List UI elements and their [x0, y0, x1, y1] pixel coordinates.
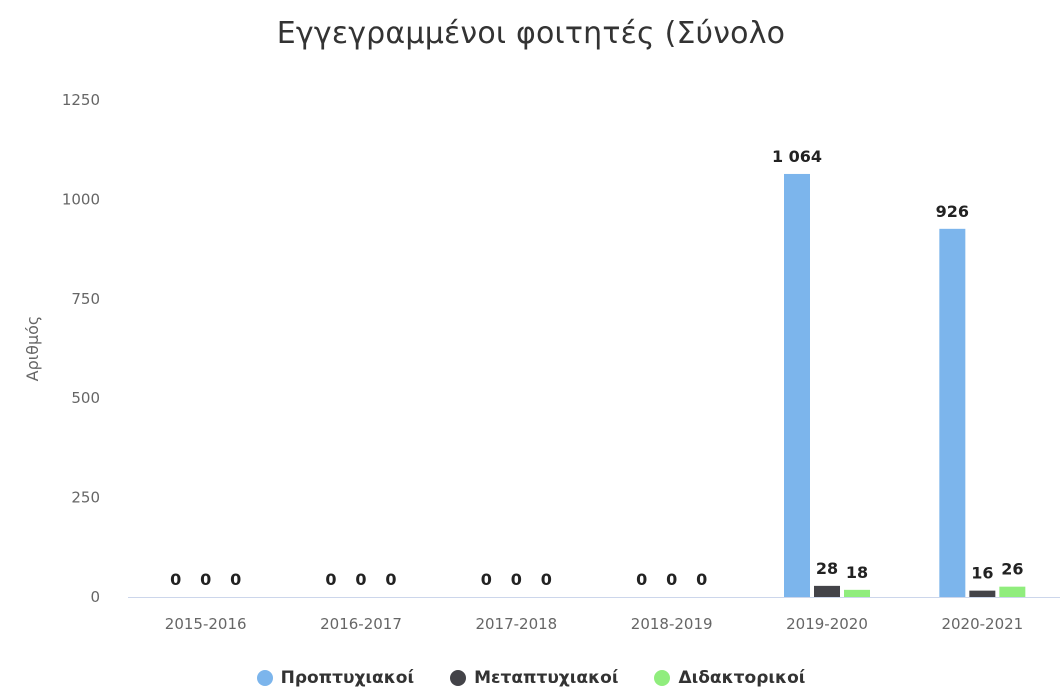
bar-value-label: 16	[971, 564, 993, 583]
bar[interactable]	[814, 585, 840, 597]
legend-label: Διδακτορικοί	[678, 668, 806, 688]
bar-value-label: 0	[666, 570, 677, 589]
bar[interactable]	[969, 590, 996, 597]
bar-value-label: 0	[230, 570, 241, 589]
y-tick-label: 250	[71, 489, 100, 507]
x-tick-label: 2018-2019	[631, 615, 713, 633]
bar-value-label: 0	[385, 570, 396, 589]
bar-value-label: 0	[170, 570, 181, 589]
x-tick-label: 2016-2017	[320, 615, 402, 633]
chart-title: Εγγεγραμμένοι φοιτητές (Σύνολο	[276, 16, 786, 51]
bar-value-label: 0	[481, 570, 492, 589]
legend-dot-icon	[450, 670, 467, 686]
legend-item[interactable]: Διδακτορικοί	[654, 668, 805, 688]
bar-value-label: 0	[200, 570, 211, 589]
y-tick-label: 0	[90, 588, 100, 606]
x-tick-label: 2020-2021	[941, 615, 1023, 633]
bar[interactable]	[844, 589, 870, 597]
legend-dot-icon	[654, 670, 671, 686]
bar[interactable]	[939, 228, 966, 598]
bar-value-label: 0	[511, 570, 522, 589]
bar-value-label: 0	[541, 570, 552, 589]
y-tick-label: 500	[71, 389, 100, 407]
bar[interactable]	[784, 173, 810, 597]
x-tick-label: 2017-2018	[475, 615, 557, 633]
x-axis: 2015-2016 2016-2017 2017-2018 2018-2019 2019…	[128, 597, 1060, 633]
bar-value-label: 926	[936, 202, 969, 221]
x-tick-label: 2015-2016	[165, 615, 247, 633]
bar-value-label: 0	[696, 570, 707, 589]
bar-value-label: 18	[846, 563, 868, 582]
y-axis: 0 250 500 750 1000 1250	[62, 91, 100, 606]
bar-series-group	[784, 173, 1026, 598]
x-tick-label: 2019-2020	[786, 615, 868, 633]
legend-item[interactable]: Προπτυχιακοί	[256, 668, 415, 688]
legend-label: Προπτυχιακοί	[280, 668, 415, 688]
y-tick-label: 1000	[62, 190, 100, 208]
bar-value-label: 0	[355, 570, 366, 589]
legend-dot-icon	[256, 670, 273, 686]
y-tick-label: 1250	[62, 91, 100, 109]
bar[interactable]	[999, 586, 1026, 597]
legend-label: Μεταπτυχιακοί	[474, 668, 619, 688]
chart-legend: Προπτυχιακοί Μεταπτυχιακοί Διδακτορικοί	[0, 668, 1062, 688]
y-axis-title: Αριθμός	[23, 316, 42, 382]
legend-item[interactable]: Μεταπτυχιακοί	[450, 668, 618, 688]
bar-value-label: 26	[1001, 560, 1023, 579]
bar-value-label: 28	[816, 559, 838, 578]
y-tick-label: 750	[71, 290, 100, 308]
bar-value-label: 0	[636, 570, 647, 589]
bar-value-label: 0	[325, 570, 336, 589]
bar-value-label: 1 064	[772, 147, 822, 166]
